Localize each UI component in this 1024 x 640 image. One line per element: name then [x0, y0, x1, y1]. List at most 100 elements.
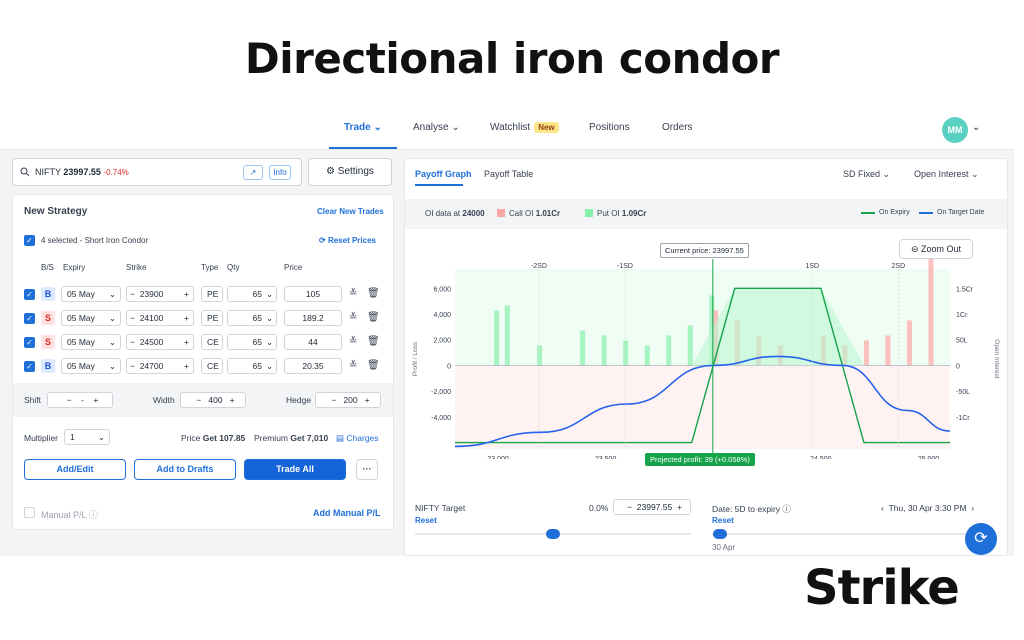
sd-label: -1SD	[617, 263, 633, 270]
tab-payoff-graph[interactable]: Payoff Graph	[415, 169, 472, 179]
adjust-icon[interactable]: ≚	[349, 360, 358, 371]
side-toggle[interactable]: S	[41, 335, 55, 349]
date-reset-link[interactable]: Reset	[712, 516, 734, 525]
adjust-icon[interactable]: ≚	[349, 336, 358, 347]
side-toggle[interactable]: S	[41, 311, 55, 325]
on-expiry-line	[455, 287, 950, 444]
leg-checkbox[interactable]: ✓	[24, 289, 35, 300]
target-stepper[interactable]: − 23997.55 +	[613, 499, 691, 515]
manual-pl-checkbox[interactable]	[24, 507, 35, 518]
expiry-select[interactable]: 05 May ⌄	[61, 286, 121, 302]
put-swatch	[585, 209, 593, 217]
date-slider[interactable]	[712, 533, 982, 535]
shift-stepper[interactable]: − - +	[47, 392, 113, 408]
trash-icon[interactable]: 🗑	[367, 288, 380, 299]
width-stepper[interactable]: − 400 +	[180, 392, 246, 408]
sd-select[interactable]: SD Fixed ⌄	[843, 169, 891, 179]
trash-icon[interactable]: 🗑	[367, 360, 380, 371]
side-toggle[interactable]: B	[41, 359, 55, 373]
strike-stepper[interactable]: − 24500 +	[126, 334, 194, 350]
zoom-out-button[interactable]: ⊖ Zoom Out	[899, 239, 973, 259]
adjust-icon[interactable]: ≚	[349, 312, 358, 323]
put-oi-bar	[623, 340, 629, 366]
expiry-select[interactable]: 05 May ⌄	[61, 358, 121, 374]
add-to-drafts-button[interactable]: Add to Drafts	[134, 459, 236, 480]
symbol-search[interactable]: NIFTY 23997.55 -0.74% ↗ Info	[12, 158, 302, 186]
oi-bar: OI data at 24000 Call OI 1.01Cr Put OI 1…	[405, 199, 1007, 229]
col-qty: Qty	[227, 263, 240, 272]
shift-row: Shift − - + Width − 400 + Hedge − 200 +	[13, 383, 393, 417]
qty-select[interactable]: 65 ⌄	[227, 286, 277, 302]
type-field[interactable]: PE	[201, 286, 223, 302]
nav-analyse[interactable]: Analyse ⌄	[413, 122, 460, 133]
payoff-chart[interactable]: -2SD -1SD 1SD 2SD 6,000 4,000 2,000 0 -2,000 -4,0…	[405, 259, 1007, 459]
strike-stepper[interactable]: − 24100 +	[126, 310, 194, 326]
price-input[interactable]: 44	[284, 334, 342, 350]
side-toggle[interactable]: B	[41, 287, 55, 301]
strike-logo: Strike	[804, 560, 960, 616]
info-button[interactable]: Info	[269, 165, 291, 180]
chart-icon[interactable]: ↗	[243, 165, 263, 180]
nav-positions[interactable]: Positions	[589, 122, 630, 133]
sd-label: 1SD	[805, 263, 819, 270]
new-badge: New	[534, 122, 559, 133]
nav-trade[interactable]: Trade ⌄	[344, 122, 382, 133]
price-input[interactable]: 189.2	[284, 310, 342, 326]
tab-payoff-table[interactable]: Payoff Table	[484, 169, 534, 179]
y-axis-label: Profit / Loss	[412, 341, 419, 376]
leg-checkbox[interactable]: ✓	[24, 313, 35, 324]
qty-select[interactable]: 65 ⌄	[227, 358, 277, 374]
put-oi-bar	[666, 335, 672, 366]
avatar[interactable]: MM	[942, 117, 968, 143]
nav-orders[interactable]: Orders	[662, 122, 693, 133]
strategy-card: New Strategy Clear New Trades ✓ 4 select…	[12, 194, 394, 530]
add-manual-pl-link[interactable]: Add Manual P/L	[313, 508, 381, 518]
reset-prices-link[interactable]: ⟳ Reset Prices	[319, 236, 376, 245]
date-slider-handle[interactable]	[713, 529, 727, 539]
call-oi-bar	[928, 259, 934, 366]
strike-stepper[interactable]: − 24700 +	[126, 358, 194, 374]
price-input[interactable]: 20.35	[284, 358, 342, 374]
current-price-label: Current price: 23997.55	[660, 243, 749, 258]
trash-icon[interactable]: 🗑	[367, 336, 380, 347]
more-button[interactable]: ···	[356, 459, 378, 480]
select-all-checkbox[interactable]: ✓	[24, 235, 35, 246]
projected-profit-badge: Projected profit: 39 (+0.058%)	[645, 453, 755, 466]
qty-select[interactable]: 65 ⌄	[227, 334, 277, 350]
type-field[interactable]: CE	[201, 334, 223, 350]
trade-all-button[interactable]: Trade All	[244, 459, 346, 480]
col-price: Price	[284, 263, 303, 272]
chevron-down-icon[interactable]: ⌄	[972, 122, 981, 133]
hedge-stepper[interactable]: − 200 +	[315, 392, 381, 408]
add-edit-button[interactable]: Add/Edit	[24, 459, 126, 480]
selected-text: 4 selected - Short Iron Condor	[41, 236, 149, 245]
settings-button[interactable]: ⚙ Settings	[308, 158, 392, 186]
strike-stepper[interactable]: − 23900 +	[126, 286, 194, 302]
legend-expiry: On Expiry	[879, 209, 910, 216]
y-tick-label: 6,000	[433, 286, 451, 293]
leg-checkbox[interactable]: ✓	[24, 361, 35, 372]
refresh-icon[interactable]: ⟳	[965, 523, 997, 555]
expiry-select[interactable]: 05 May ⌄	[61, 334, 121, 350]
type-field[interactable]: PE	[201, 310, 223, 326]
clear-trades-link[interactable]: Clear New Trades	[317, 207, 384, 216]
oi-select[interactable]: Open Interest ⌄	[914, 169, 979, 179]
date-value[interactable]: ‹ Thu, 30 Apr 3:30 PM ›	[881, 503, 975, 513]
y-tick-label: -4,000	[431, 415, 451, 422]
multiplier-select[interactable]: 1 ⌄	[64, 429, 110, 445]
adjust-icon[interactable]: ≚	[349, 288, 358, 299]
nav-watchlist[interactable]: Watchlist New	[490, 122, 559, 133]
trash-icon[interactable]: 🗑	[367, 312, 380, 323]
charges-link[interactable]: ▤ Charges	[336, 433, 379, 443]
put-oi-bar	[644, 345, 650, 366]
target-slider-handle[interactable]	[546, 529, 560, 539]
y2-tick-label: 1.5Cr	[956, 286, 974, 293]
put-oi-bar	[494, 310, 500, 366]
y-tick-label: -2,000	[431, 389, 451, 396]
target-reset-link[interactable]: Reset	[415, 516, 437, 525]
type-field[interactable]: CE	[201, 358, 223, 374]
expiry-select[interactable]: 05 May ⌄	[61, 310, 121, 326]
leg-checkbox[interactable]: ✓	[24, 337, 35, 348]
qty-select[interactable]: 65 ⌄	[227, 310, 277, 326]
price-input[interactable]: 105	[284, 286, 342, 302]
